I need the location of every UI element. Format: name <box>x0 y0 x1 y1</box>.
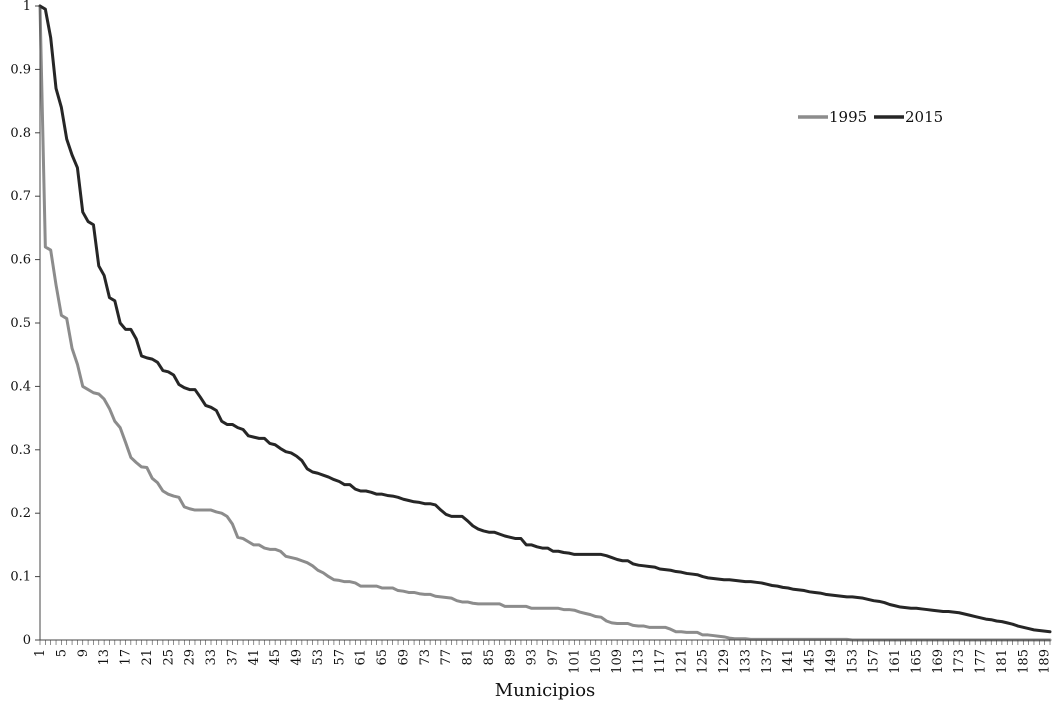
x-tick-label: 145 <box>803 649 818 674</box>
x-tick-label: 141 <box>781 649 796 674</box>
x-tick-label: 25 <box>161 649 176 666</box>
x-tick-label: 33 <box>204 649 219 666</box>
x-tick-label: 73 <box>418 649 433 666</box>
y-tick-label: 0.9 <box>10 62 31 77</box>
x-tick-label: 9 <box>76 649 91 657</box>
y-tick-label: 0.6 <box>10 253 31 268</box>
x-tick-label: 45 <box>268 649 283 666</box>
x-tick-label: 97 <box>546 649 561 666</box>
x-tick-label: 181 <box>995 649 1010 674</box>
x-tick-label: 161 <box>888 649 903 674</box>
x-tick-label: 89 <box>503 649 518 666</box>
x-tick-label: 21 <box>140 649 155 666</box>
series-line-1995 <box>38 4 1052 642</box>
y-tick-label: 0 <box>23 633 31 648</box>
y-tick-label: 0.4 <box>10 379 31 394</box>
x-tick-label: 81 <box>461 649 476 666</box>
x-tick-label: 165 <box>909 649 924 674</box>
x-tick-label: 169 <box>931 649 946 674</box>
x-tick-label: 189 <box>1038 649 1053 674</box>
y-tick-label: 0.5 <box>10 316 31 331</box>
x-tick-label: 53 <box>311 649 326 666</box>
x-tick-label: 109 <box>610 649 625 674</box>
x-tick-label: 173 <box>952 649 967 674</box>
x-tick-label: 125 <box>696 649 711 674</box>
y-tick-label: 1 <box>23 0 31 14</box>
x-tick-label: 93 <box>525 649 540 666</box>
x-tick-label: 13 <box>97 649 112 666</box>
x-tick-label: 77 <box>439 649 454 666</box>
x-tick-label: 137 <box>760 649 775 674</box>
labels-layer: 00.10.20.30.40.50.60.70.80.911 5 9 13 17 21 25… <box>10 0 1052 701</box>
y-tick-label: 0.1 <box>10 570 31 585</box>
x-tick-label: 101 <box>567 649 582 674</box>
y-tick-label: 0.2 <box>10 506 31 521</box>
x-tick-label: 105 <box>589 649 604 674</box>
x-tick-label: 57 <box>332 649 347 666</box>
legend: 1995 2015 <box>798 108 943 126</box>
x-tick-label: 129 <box>717 649 732 674</box>
x-tick-label: 117 <box>653 649 668 674</box>
x-tick-label: 5 <box>54 649 69 657</box>
axes-layer <box>35 5 1051 645</box>
x-tick-label: 121 <box>674 649 689 674</box>
series-layer <box>38 4 1052 642</box>
x-tick-label: 37 <box>225 649 240 666</box>
y-tick-label: 0.8 <box>10 126 31 141</box>
x-tick-label: 185 <box>1016 649 1031 674</box>
x-tick-label: 61 <box>354 649 369 666</box>
y-tick-label: 0.7 <box>10 189 31 204</box>
x-tick-label: 41 <box>247 649 262 666</box>
legend-label-2015: 2015 <box>905 108 943 126</box>
y-tick-label: 0.3 <box>10 443 31 458</box>
x-tick-label: 153 <box>845 649 860 674</box>
x-tick-label: 17 <box>119 649 134 666</box>
series-line-2015 <box>38 4 1052 634</box>
x-tick-label: 113 <box>632 649 647 674</box>
x-tick-label: 69 <box>396 649 411 666</box>
x-tick-label: 85 <box>482 649 497 666</box>
legend-label-1995: 1995 <box>829 108 867 126</box>
x-tick-label: 65 <box>375 649 390 666</box>
x-tick-label: 157 <box>867 649 882 674</box>
x-tick-label: 149 <box>824 649 839 674</box>
x-tick-label: 29 <box>183 649 198 666</box>
x-tick-label: 177 <box>974 649 989 674</box>
x-axis-title: Municipios <box>495 680 596 701</box>
x-tick-label: 1 <box>33 649 48 657</box>
x-tick-label: 133 <box>738 649 753 674</box>
x-tick-label: 49 <box>290 649 305 666</box>
